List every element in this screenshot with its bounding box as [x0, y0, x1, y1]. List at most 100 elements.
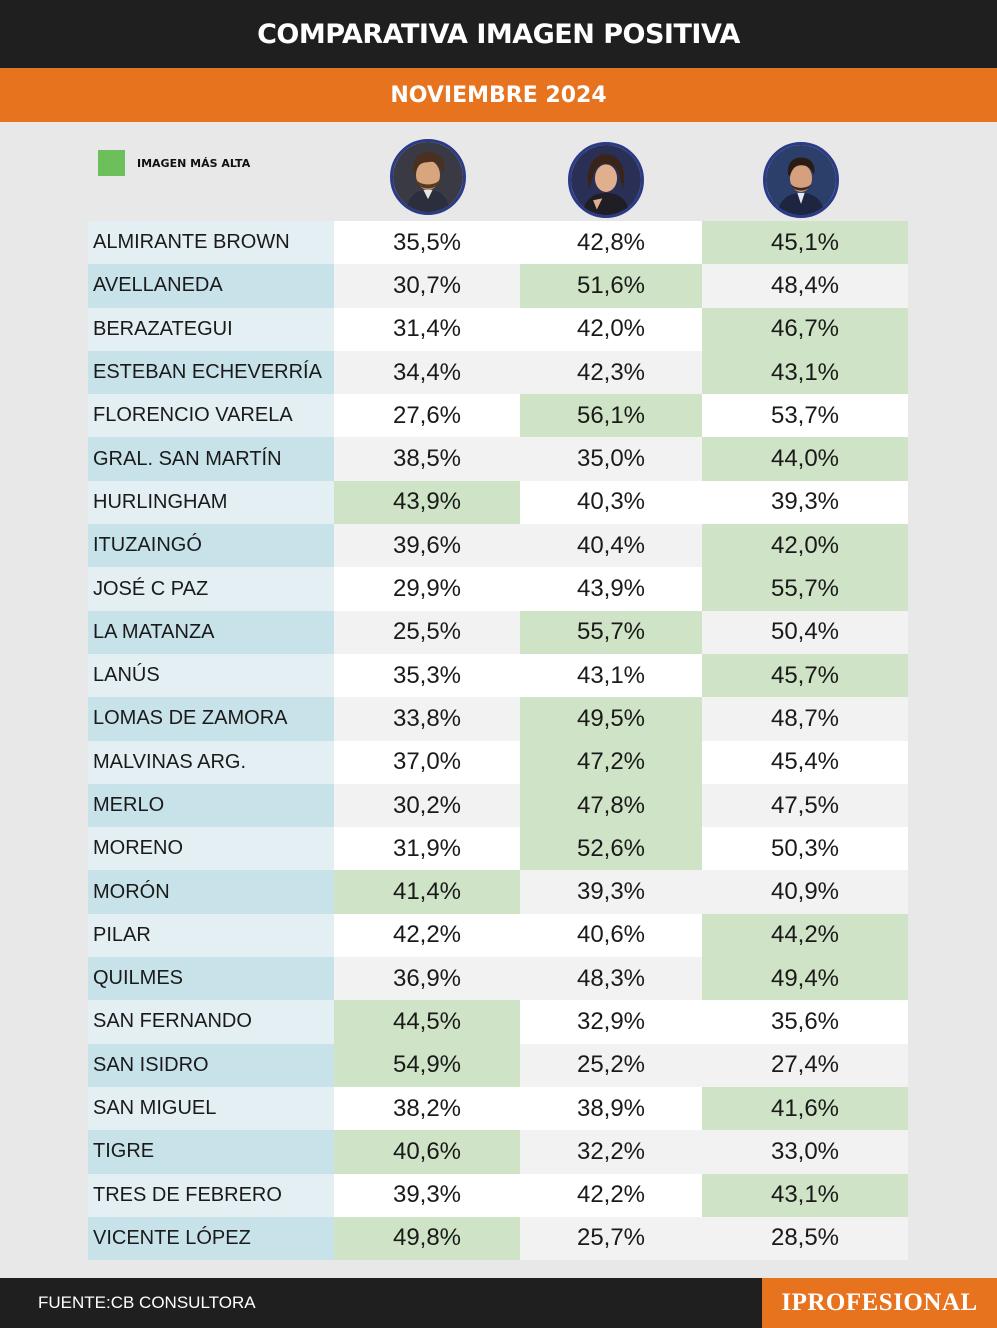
value-cell: 43,1%: [702, 350, 908, 395]
value-cell: 42,2%: [520, 1173, 702, 1217]
table-row: FLORENCIO VARELA 27,6% 56,1% 53,7%: [88, 394, 908, 438]
value-cell: 27,6%: [334, 394, 520, 438]
subtitle-bar: NOVIEMBRE 2024: [0, 68, 997, 122]
value-cell: 46,7%: [702, 307, 908, 351]
value-cell: 42,8%: [520, 221, 702, 265]
table-row: AVELLANEDA 30,7% 51,6% 48,4%: [88, 264, 908, 308]
value-cell: 30,2%: [334, 783, 520, 828]
value-cell: 38,5%: [334, 437, 520, 481]
portrait-icon: [393, 142, 463, 212]
municipality-name: ALMIRANTE BROWN: [88, 221, 334, 265]
municipality-name: SAN ISIDRO: [88, 1043, 334, 1087]
municipality-name: MORÓN: [88, 870, 334, 914]
portrait-icon: [571, 145, 641, 215]
title-bar: COMPARATIVA IMAGEN POSITIVA: [0, 0, 997, 68]
municipality-name: LOMAS DE ZAMORA: [88, 697, 334, 741]
table-row: GRAL. SAN MARTÍN 38,5% 35,0% 44,0%: [88, 437, 908, 481]
value-cell: 33,8%: [334, 697, 520, 741]
value-cell: 55,7%: [520, 610, 702, 654]
value-cell: 47,8%: [520, 783, 702, 828]
value-cell: 34,4%: [334, 350, 520, 395]
table-row: LANÚS 35,3% 43,1% 45,7%: [88, 653, 908, 698]
value-cell: 40,6%: [334, 1130, 520, 1174]
municipality-name: TRES DE FEBRERO: [88, 1173, 334, 1217]
table-row: JOSÉ C PAZ 29,9% 43,9% 55,7%: [88, 567, 908, 611]
value-cell: 43,1%: [702, 1173, 908, 1217]
source-label: FUENTE:CB CONSULTORA: [38, 1293, 256, 1312]
municipality-name: VICENTE LÓPEZ: [88, 1216, 334, 1261]
table-row: ALMIRANTE BROWN 35,5% 42,8% 45,1%: [88, 221, 908, 265]
municipality-name: FLORENCIO VARELA: [88, 394, 334, 438]
brand-logo: IPROFESIONAL: [762, 1278, 997, 1328]
legend-label: IMAGEN MÁS ALTA: [137, 156, 251, 170]
value-cell: 25,5%: [334, 610, 520, 654]
chart-title: COMPARATIVA IMAGEN POSITIVA: [257, 18, 740, 50]
value-cell: 40,3%: [520, 480, 702, 525]
municipality-name: JOSÉ C PAZ: [88, 567, 334, 611]
value-cell: 44,5%: [334, 1000, 520, 1044]
table-row: ITUZAINGÓ 39,6% 40,4% 42,0%: [88, 524, 908, 568]
value-cell: 54,9%: [334, 1043, 520, 1087]
value-cell: 43,9%: [334, 480, 520, 525]
value-cell: 42,0%: [702, 524, 908, 568]
table-row: MORENO 31,9% 52,6% 50,3%: [88, 827, 908, 871]
value-cell: 47,5%: [702, 783, 908, 828]
value-cell: 48,3%: [520, 957, 702, 1001]
table-row: MORÓN 41,4% 39,3% 40,9%: [88, 870, 908, 914]
value-cell: 25,2%: [520, 1043, 702, 1087]
value-cell: 33,0%: [702, 1130, 908, 1174]
value-cell: 56,1%: [520, 394, 702, 438]
value-cell: 31,4%: [334, 307, 520, 351]
municipality-name: BERAZATEGUI: [88, 307, 334, 351]
municipality-name: MALVINAS ARG.: [88, 740, 334, 784]
value-cell: 43,9%: [520, 567, 702, 611]
value-cell: 47,2%: [520, 740, 702, 784]
value-cell: 48,7%: [702, 697, 908, 741]
table-row: TIGRE 40,6% 32,2% 33,0%: [88, 1130, 908, 1174]
value-cell: 49,8%: [334, 1216, 520, 1261]
value-cell: 35,3%: [334, 653, 520, 698]
value-cell: 42,2%: [334, 913, 520, 958]
value-cell: 45,1%: [702, 221, 908, 265]
table-row: TRES DE FEBRERO 39,3% 42,2% 43,1%: [88, 1173, 908, 1217]
value-cell: 25,7%: [520, 1216, 702, 1261]
municipality-name: TIGRE: [88, 1130, 334, 1174]
value-cell: 38,2%: [334, 1086, 520, 1131]
table-row: HURLINGHAM 43,9% 40,3% 39,3%: [88, 480, 908, 525]
value-cell: 53,7%: [702, 394, 908, 438]
value-cell: 49,4%: [702, 957, 908, 1001]
municipality-name: LA MATANZA: [88, 610, 334, 654]
table-row: BERAZATEGUI 31,4% 42,0% 46,7%: [88, 307, 908, 351]
value-cell: 45,7%: [702, 653, 908, 698]
value-cell: 55,7%: [702, 567, 908, 611]
value-cell: 42,3%: [520, 350, 702, 395]
value-cell: 35,0%: [520, 437, 702, 481]
value-cell: 40,9%: [702, 870, 908, 914]
results-table: ALMIRANTE BROWN 35,5% 42,8% 45,1% AVELLANEDA…: [88, 221, 908, 1261]
municipality-name: LANÚS: [88, 653, 334, 698]
value-cell: 40,4%: [520, 524, 702, 568]
value-cell: 44,0%: [702, 437, 908, 481]
value-cell: 45,4%: [702, 740, 908, 784]
value-cell: 48,4%: [702, 264, 908, 308]
table-row: LA MATANZA 25,5% 55,7% 50,4%: [88, 610, 908, 654]
table-row: SAN ISIDRO 54,9% 25,2% 27,4%: [88, 1043, 908, 1087]
municipality-name: HURLINGHAM: [88, 480, 334, 525]
value-cell: 39,6%: [334, 524, 520, 568]
municipality-name: MORENO: [88, 827, 334, 871]
value-cell: 32,9%: [520, 1000, 702, 1044]
value-cell: 38,9%: [520, 1086, 702, 1131]
brand-name: IPROFESIONAL: [781, 1289, 978, 1316]
table-row: PILAR 42,2% 40,6% 44,2%: [88, 913, 908, 958]
table-row: VICENTE LÓPEZ 49,8% 25,7% 28,5%: [88, 1216, 908, 1261]
value-cell: 52,6%: [520, 827, 702, 871]
value-cell: 30,7%: [334, 264, 520, 308]
portrait-icon: [766, 145, 836, 215]
value-cell: 42,0%: [520, 307, 702, 351]
value-cell: 31,9%: [334, 827, 520, 871]
table-row: ESTEBAN ECHEVERRÍA 34,4% 42,3% 43,1%: [88, 350, 908, 395]
value-cell: 40,6%: [520, 913, 702, 958]
candidate-1-avatar: [390, 139, 466, 215]
value-cell: 39,3%: [702, 480, 908, 525]
municipality-name: ESTEBAN ECHEVERRÍA: [88, 350, 334, 395]
